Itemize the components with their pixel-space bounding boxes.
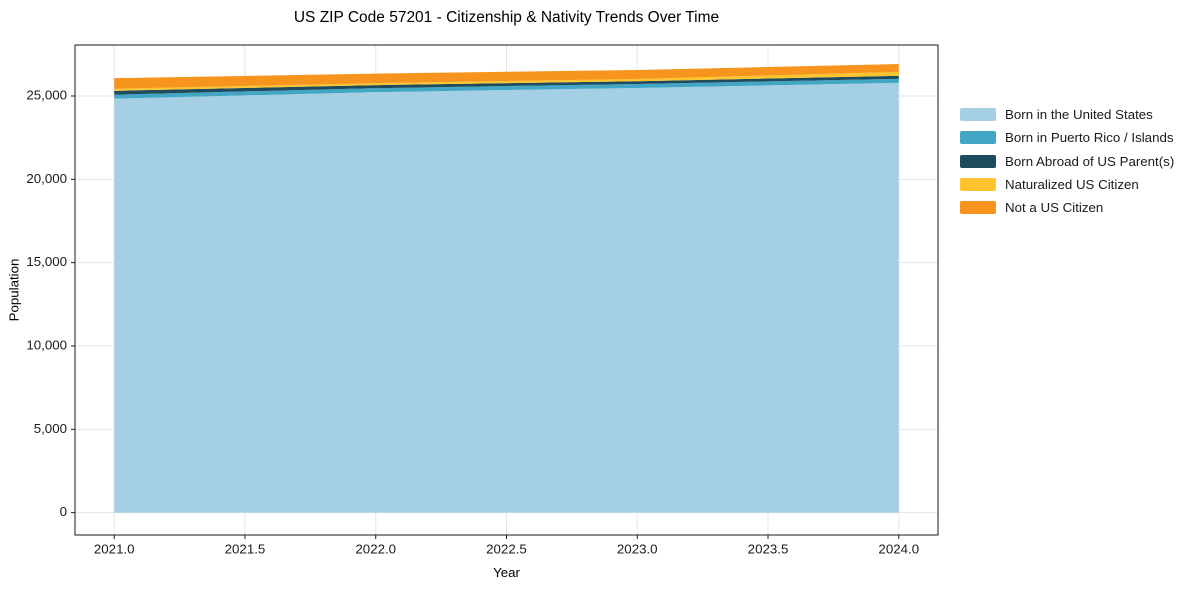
legend-label: Naturalized US Citizen	[1005, 177, 1139, 193]
x-axis-ticks: 2021.0 2021.5 2022.0 2022.5 2023.0 2023.5 2024…	[94, 535, 919, 557]
legend-item: Naturalized US Citizen	[960, 173, 1174, 196]
area-series-2	[114, 75, 899, 95]
legend-item: Born in Puerto Rico / Islands	[960, 126, 1174, 149]
y-tick-label: 15,000	[26, 254, 67, 269]
y-axis-ticks: 0 5,000 10,000 15,000 20,000 25,000	[26, 88, 75, 519]
legend-swatch	[960, 201, 996, 215]
x-tick-label: 2024.0	[878, 542, 919, 557]
area-series-3	[114, 71, 899, 91]
x-tick-label: 2021.5	[225, 542, 266, 557]
area-series-1	[114, 78, 899, 99]
area-series-0	[114, 82, 899, 513]
legend-swatch	[960, 154, 996, 168]
y-tick-label: 20,000	[26, 171, 67, 186]
legend-label: Born in the United States	[1005, 107, 1153, 123]
x-tick-label: 2022.0	[355, 542, 396, 557]
x-tick-label: 2023.5	[748, 542, 789, 557]
x-tick-label: 2023.0	[617, 542, 658, 557]
y-tick-label: 5,000	[34, 421, 67, 436]
area-series-4	[114, 64, 899, 89]
legend-swatch	[960, 131, 996, 145]
legend-swatch	[960, 178, 996, 192]
legend-item: Born in the United States	[960, 103, 1174, 126]
y-tick-label: 0	[60, 504, 67, 519]
legend-label: Born in Puerto Rico / Islands	[1005, 130, 1174, 146]
y-tick-label: 25,000	[26, 88, 67, 103]
x-tick-label: 2021.0	[94, 542, 135, 557]
y-tick-label: 10,000	[26, 338, 67, 353]
legend: Born in the United States Born in Puerto …	[960, 103, 1174, 219]
chart-title: US ZIP Code 57201 - Citizenship & Nativi…	[293, 9, 720, 26]
x-axis-label: Year	[493, 565, 520, 580]
legend-label: Not a US Citizen	[1005, 200, 1104, 216]
x-tick-label: 2022.5	[486, 542, 527, 557]
y-axis-label: Population	[6, 258, 22, 322]
legend-swatch	[960, 108, 996, 122]
legend-item: Born Abroad of US Parent(s)	[960, 150, 1174, 173]
legend-item: Not a US Citizen	[960, 196, 1174, 219]
legend-label: Born Abroad of US Parent(s)	[1005, 153, 1175, 169]
